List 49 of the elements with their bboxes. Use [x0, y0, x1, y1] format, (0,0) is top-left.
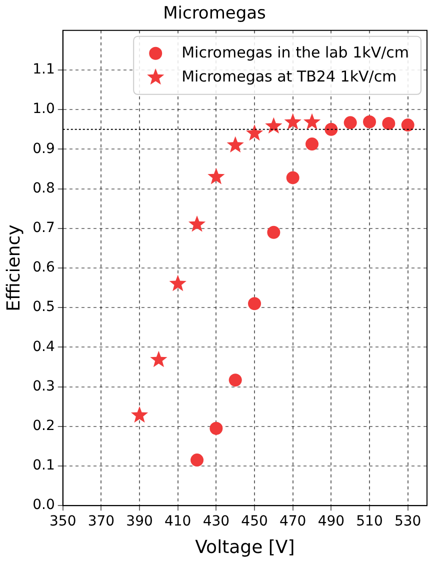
x-tick-label: 530	[394, 514, 422, 530]
point	[303, 113, 321, 130]
point	[188, 215, 206, 232]
y-tick-label: 0.1	[32, 458, 55, 474]
point	[190, 454, 204, 467]
y-axis-title: Efficiency	[3, 224, 24, 312]
point	[267, 226, 280, 239]
point	[226, 136, 244, 153]
x-tick-label: 470	[279, 514, 306, 530]
y-tick-label: 0.5	[32, 299, 55, 316]
y-tick-label: 0.6	[32, 260, 55, 276]
chart-title: Micromegas	[163, 4, 266, 24]
y-tick-label: 1.0	[32, 101, 55, 118]
point	[208, 168, 225, 184]
x-tick-label: 450	[241, 514, 268, 530]
legend-label: Micromegas at TB24 1kV/cm	[182, 67, 397, 86]
legend-label: Micromegas in the lab 1kV/cm	[182, 43, 410, 62]
point	[228, 374, 242, 387]
x-tick-label: 370	[88, 514, 115, 530]
point	[169, 274, 186, 292]
point	[286, 171, 300, 184]
y-tick-label: 1.1	[32, 62, 55, 78]
point	[265, 117, 282, 134]
y-tick-label: 0.8	[32, 180, 55, 196]
point	[306, 138, 319, 151]
point	[344, 116, 357, 130]
y-tick-label: 0.3	[32, 378, 55, 394]
x-tick-label: 350	[49, 514, 76, 530]
x-axis-title: Voltage [V]	[195, 536, 295, 558]
x-tick-label: 410	[164, 514, 192, 530]
point	[210, 422, 223, 435]
point	[363, 115, 376, 128]
point	[150, 350, 168, 368]
point	[382, 116, 396, 130]
y-tick-label: 0.4	[32, 338, 55, 355]
point	[284, 113, 302, 130]
y-tick-label: 0.0	[32, 497, 55, 514]
x-tick-label: 490	[318, 514, 345, 530]
x-tick-label: 510	[356, 514, 383, 530]
x-tick-label: 390	[126, 514, 153, 530]
point	[248, 297, 262, 310]
point	[401, 118, 414, 132]
y-tick-label: 0.7	[32, 220, 55, 236]
point	[130, 406, 148, 423]
point	[324, 122, 338, 136]
point	[246, 124, 264, 141]
x-tick-label: 430	[202, 514, 230, 530]
y-tick-label: 0.2	[32, 418, 55, 434]
y-tick-label: 0.9	[32, 140, 55, 157]
